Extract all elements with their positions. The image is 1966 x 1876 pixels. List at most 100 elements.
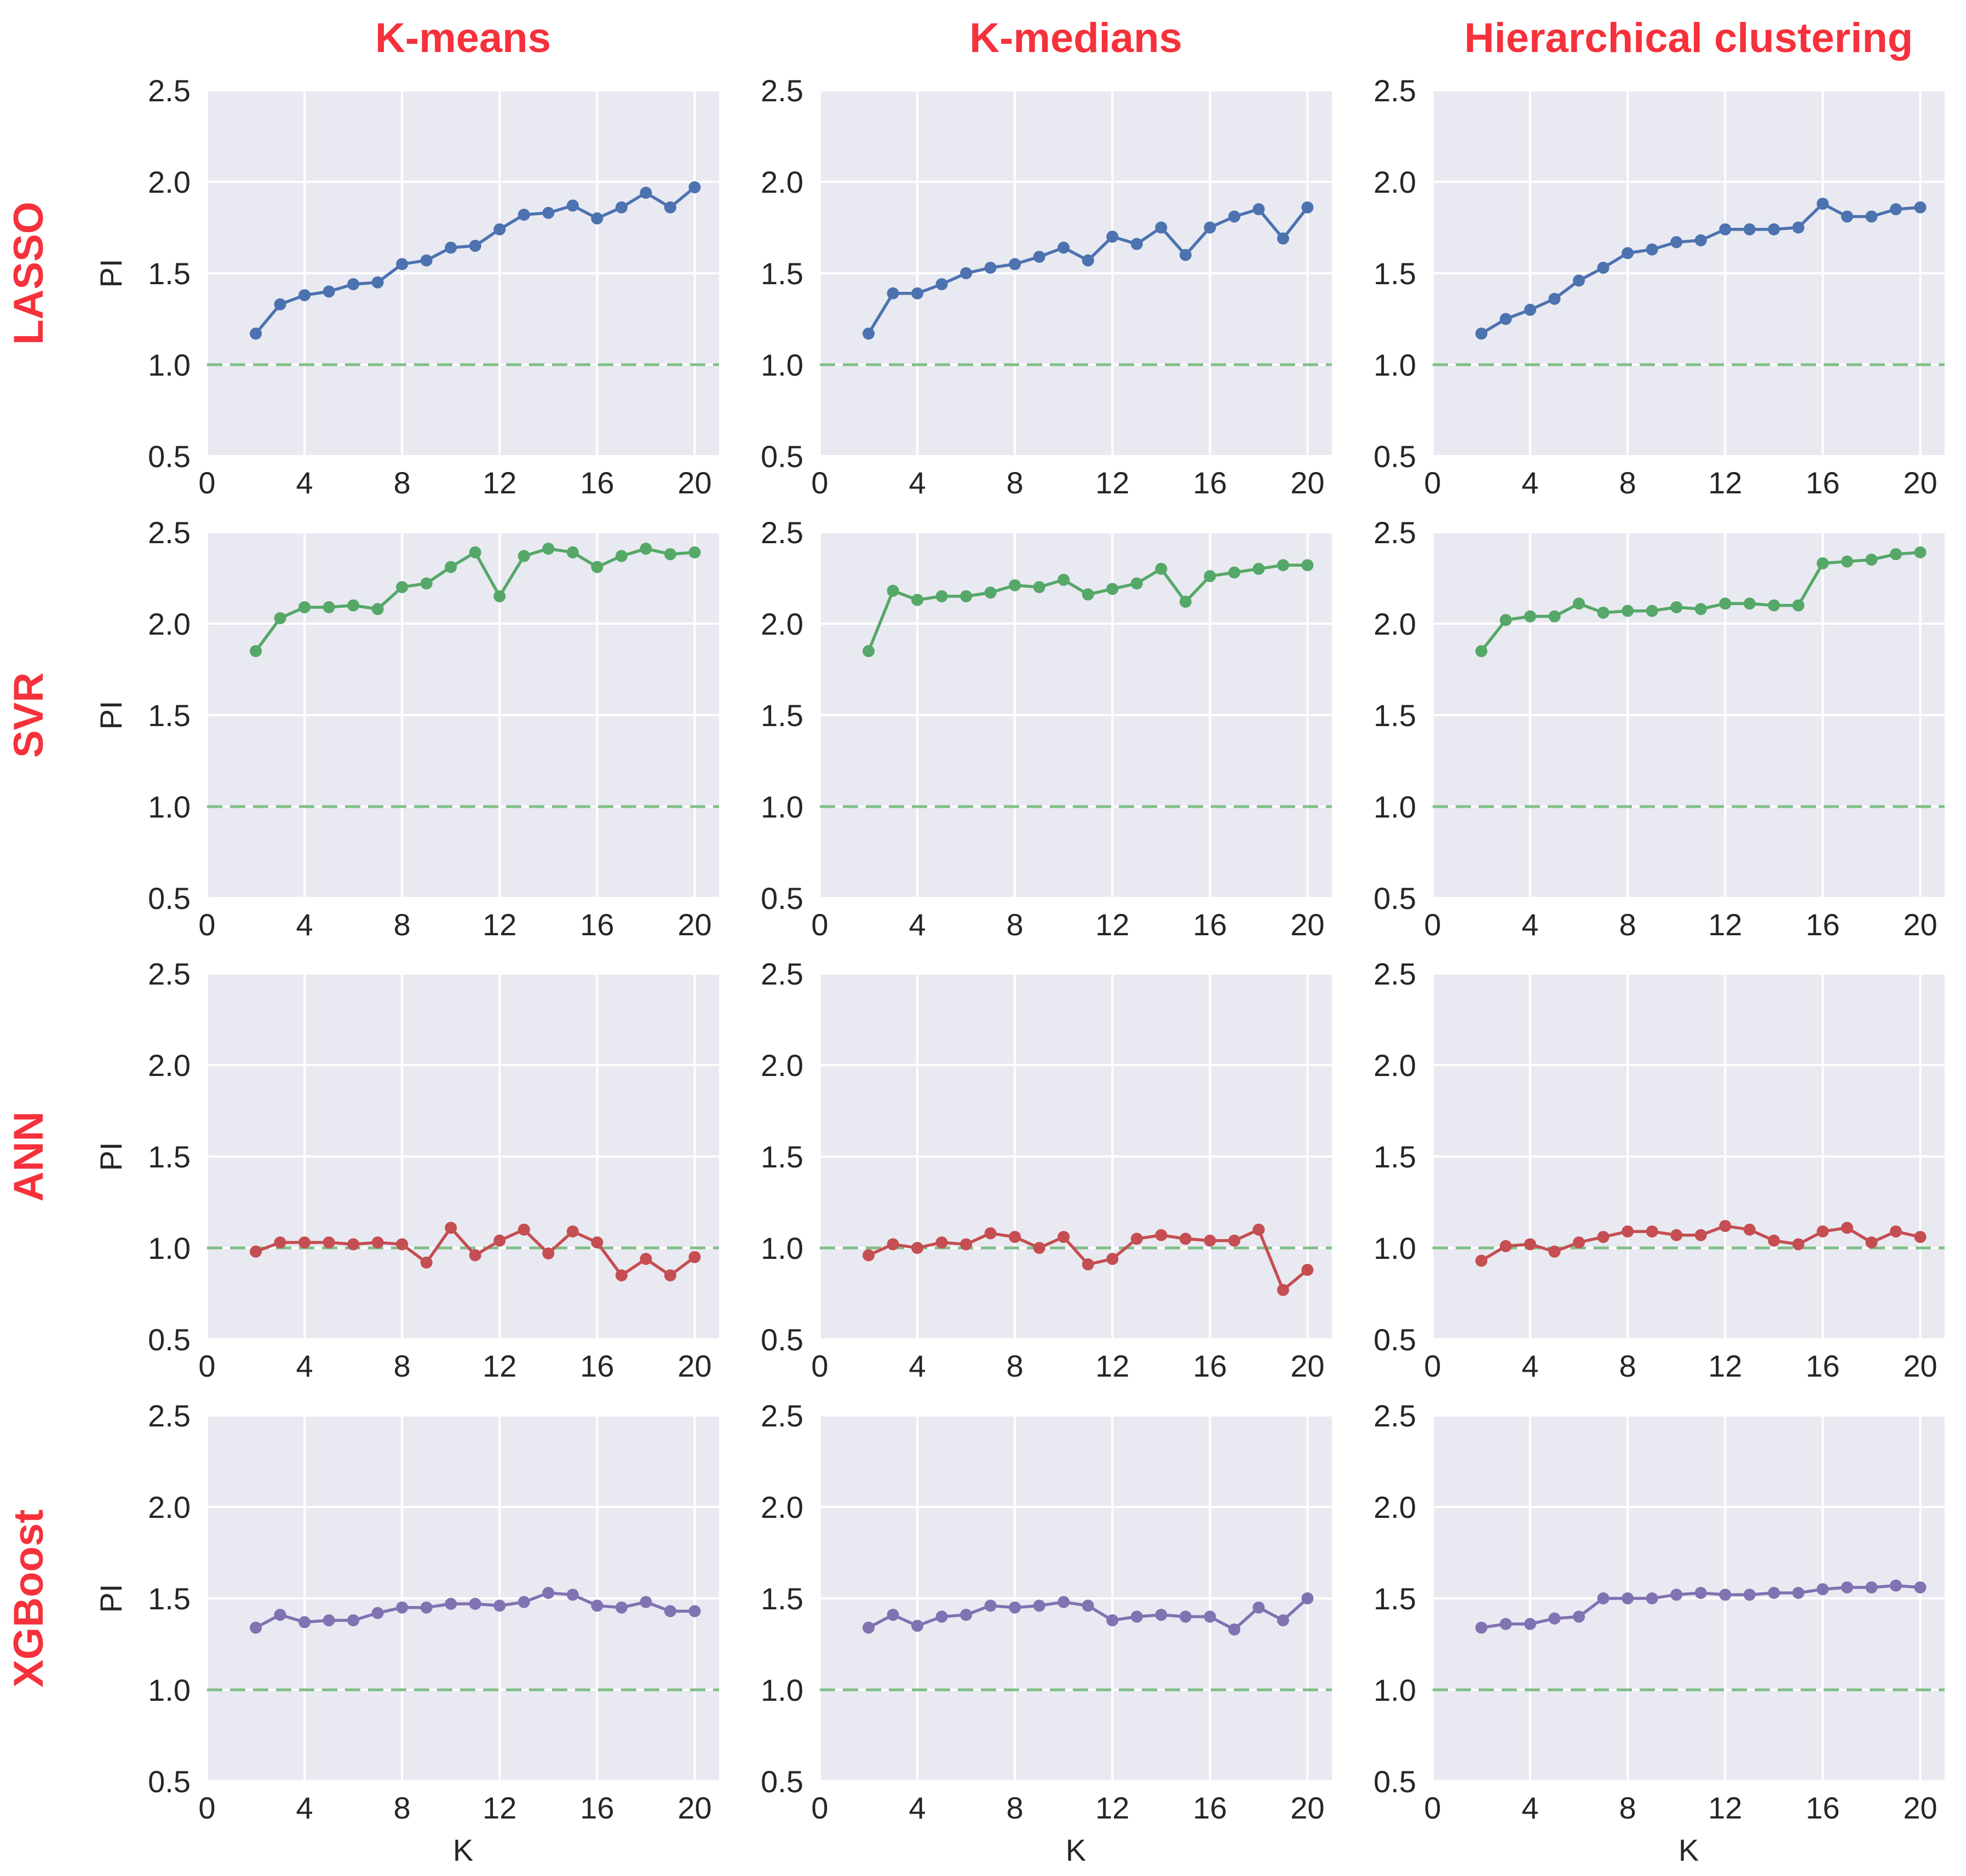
x-tick-label: 12 <box>482 1349 516 1383</box>
x-axis-label: K <box>453 1833 473 1867</box>
data-point <box>1573 274 1585 287</box>
data-point <box>1228 566 1240 579</box>
y-tick-label: 2.0 <box>1373 165 1416 199</box>
panel-xgboost-2: 0 4 8 12 16 20 0.5 1.0 1.5 2.0 2.5 K <box>761 1399 1332 1867</box>
data-point <box>396 581 409 594</box>
x-tick-label: 16 <box>580 907 614 942</box>
data-point <box>347 599 360 612</box>
row-title: XGBoost <box>5 1509 52 1687</box>
data-point <box>664 1269 676 1282</box>
data-point <box>935 1236 948 1248</box>
x-tick-label: 20 <box>677 1349 711 1383</box>
x-tick-label: 12 <box>1095 907 1129 942</box>
y-tick-label: 1.0 <box>1373 1673 1416 1707</box>
data-point <box>960 1238 973 1251</box>
data-point <box>1548 292 1561 305</box>
y-tick-label: 0.5 <box>761 881 803 916</box>
y-tick-label: 1.0 <box>148 348 191 382</box>
data-point <box>615 1601 628 1614</box>
data-point <box>542 1586 555 1599</box>
y-tick-label: 1.5 <box>761 1140 803 1174</box>
x-tick-label: 20 <box>1290 1349 1324 1383</box>
data-point <box>1057 241 1070 254</box>
panel-ann-1: 0 4 8 12 16 20 0.5 1.0 1.5 2.0 2.5 PI <box>94 957 719 1383</box>
panel-xgboost-3: 0 4 8 12 16 20 0.5 1.0 1.5 2.0 2.5 K <box>1373 1399 1945 1867</box>
y-tick-label: 1.0 <box>148 1231 191 1265</box>
y-tick-label: 0.5 <box>1373 1322 1416 1357</box>
data-point <box>1155 221 1168 234</box>
data-point <box>1301 559 1314 572</box>
data-point <box>1499 1240 1512 1252</box>
x-tick-label: 4 <box>296 1791 313 1825</box>
y-tick-label: 2.5 <box>761 73 803 108</box>
data-point <box>935 590 948 602</box>
data-point <box>1622 247 1634 260</box>
data-point <box>1106 583 1119 595</box>
data-point <box>1524 1238 1537 1251</box>
data-point <box>1301 1592 1314 1604</box>
x-tick-label: 20 <box>1903 1791 1937 1825</box>
data-point <box>1524 610 1537 623</box>
data-point <box>863 327 875 340</box>
x-tick-label: 0 <box>198 1791 215 1825</box>
x-tick-label: 12 <box>1708 465 1742 500</box>
x-tick-label: 0 <box>811 465 828 500</box>
data-point <box>1768 1586 1780 1599</box>
data-point <box>1033 250 1045 263</box>
data-point <box>1889 1225 1902 1238</box>
data-point <box>1646 243 1658 256</box>
data-point <box>1277 232 1289 245</box>
data-point <box>1155 562 1168 575</box>
x-tick-label: 20 <box>1290 1791 1324 1825</box>
data-point <box>1475 645 1488 658</box>
panel-svr-2: 0 4 8 12 16 20 0.5 1.0 1.5 2.0 2.5 <box>761 515 1332 942</box>
data-point <box>445 1598 457 1610</box>
data-point <box>1889 203 1902 216</box>
y-tick-label: 0.5 <box>148 881 191 916</box>
data-point <box>1548 1612 1561 1625</box>
x-tick-label: 8 <box>1619 1349 1636 1383</box>
data-point <box>1792 1238 1804 1251</box>
panel-svr-1: 0 4 8 12 16 20 0.5 1.0 1.5 2.0 2.5 PI <box>94 515 719 942</box>
data-point <box>1573 597 1585 610</box>
panel-lasso-1: 0 4 8 12 16 20 0.5 1.0 1.5 2.0 2.5 PI <box>94 73 719 500</box>
y-tick-label: 1.0 <box>1373 1231 1416 1265</box>
data-point <box>250 1621 262 1634</box>
x-tick-label: 0 <box>198 1349 215 1383</box>
data-point <box>274 298 286 310</box>
y-tick-label: 2.0 <box>1373 1048 1416 1083</box>
data-point <box>863 1249 875 1262</box>
data-point <box>960 1609 973 1621</box>
data-point <box>542 543 555 555</box>
y-tick-label: 1.5 <box>1373 256 1416 291</box>
y-tick-label: 2.5 <box>148 957 191 991</box>
x-tick-label: 16 <box>1806 465 1839 500</box>
data-point <box>420 577 433 590</box>
x-tick-label: 16 <box>580 465 614 500</box>
x-tick-label: 8 <box>1007 907 1024 942</box>
y-tick-label: 0.5 <box>1373 1764 1416 1799</box>
data-point <box>1865 1581 1878 1593</box>
x-tick-label: 16 <box>1193 907 1227 942</box>
data-point <box>1204 570 1216 583</box>
data-point <box>664 201 676 214</box>
data-point <box>1622 1592 1634 1604</box>
x-tick-label: 0 <box>811 907 828 942</box>
data-point <box>591 1236 603 1248</box>
data-point <box>640 1596 652 1608</box>
x-axis-label: K <box>1066 1833 1086 1867</box>
data-point <box>1204 1234 1216 1247</box>
data-point <box>615 1269 628 1282</box>
data-point <box>1155 1609 1168 1621</box>
x-tick-label: 8 <box>1619 465 1636 500</box>
y-tick-label: 2.5 <box>1373 73 1416 108</box>
data-point <box>1082 588 1094 601</box>
x-tick-label: 20 <box>1903 1349 1937 1383</box>
data-point <box>1719 597 1732 610</box>
data-point <box>1792 221 1804 234</box>
data-point <box>1841 1222 1853 1234</box>
data-point <box>1499 1618 1512 1630</box>
y-tick-label: 1.0 <box>1373 348 1416 382</box>
data-point <box>1033 581 1045 594</box>
data-point <box>1499 313 1512 325</box>
